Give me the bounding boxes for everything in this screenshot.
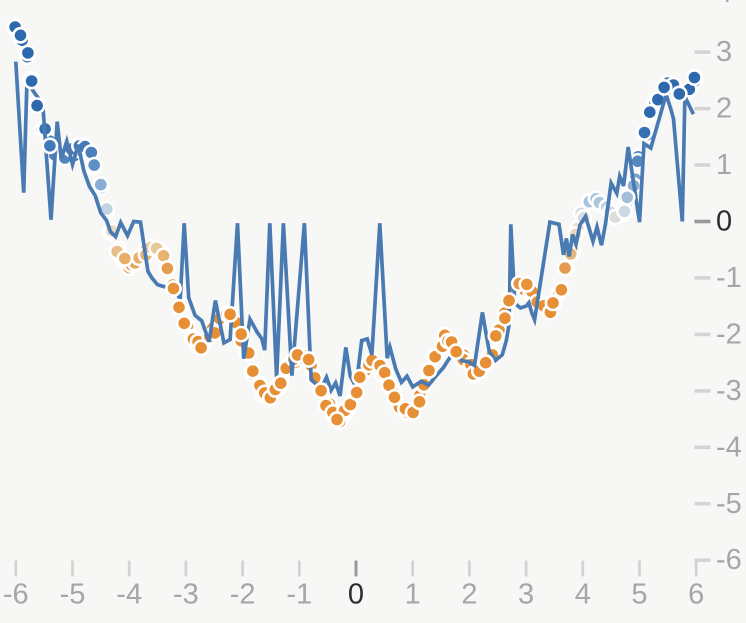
svg-text:-6: -6: [716, 544, 742, 576]
svg-text:-5: -5: [716, 488, 742, 520]
svg-text:-4: -4: [716, 431, 742, 463]
svg-text:-6: -6: [3, 579, 29, 611]
svg-text:-5: -5: [60, 579, 86, 611]
svg-text:3: 3: [518, 579, 534, 611]
svg-text:4: 4: [575, 579, 591, 611]
svg-text:0: 0: [348, 579, 364, 611]
svg-text:-2: -2: [716, 318, 742, 350]
svg-text:5: 5: [631, 579, 647, 611]
svg-text:-3: -3: [716, 375, 742, 407]
svg-text:1: 1: [716, 149, 732, 181]
svg-text:3: 3: [716, 36, 732, 68]
svg-text:4: 4: [716, 0, 732, 9]
svg-text:1: 1: [405, 579, 421, 611]
svg-text:-4: -4: [116, 579, 142, 611]
svg-text:-1: -1: [286, 579, 312, 611]
svg-text:-2: -2: [230, 579, 256, 611]
svg-text:-1: -1: [716, 262, 742, 294]
svg-text:0: 0: [716, 206, 732, 238]
svg-text:2: 2: [716, 93, 732, 125]
svg-text:-3: -3: [173, 579, 199, 611]
svg-text:6: 6: [688, 579, 704, 611]
svg-text:2: 2: [461, 579, 477, 611]
